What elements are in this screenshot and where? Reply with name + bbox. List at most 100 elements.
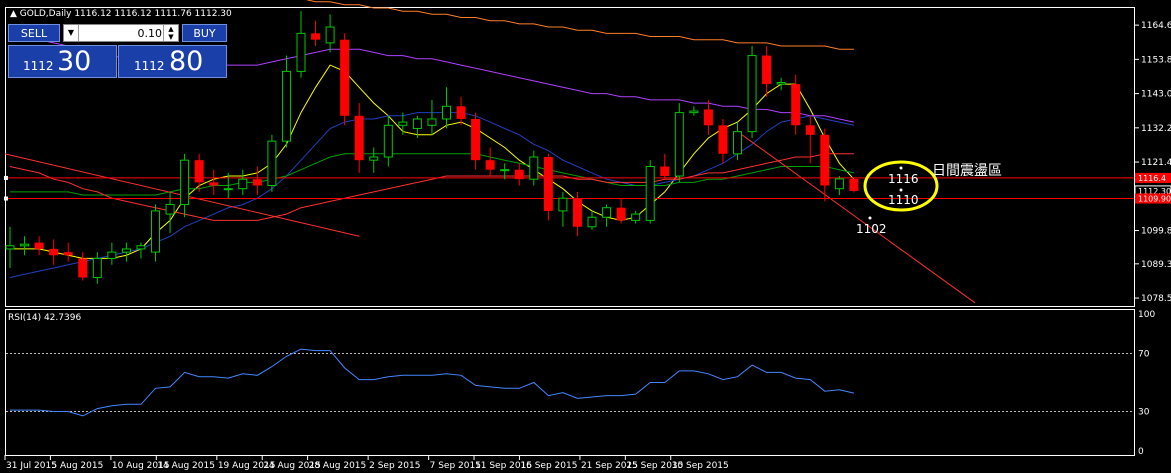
time-tick-label: 21 Sep 2015 — [581, 461, 638, 471]
rsi-panel-frame — [5, 309, 1135, 456]
time-tick-label: 2 Sep 2015 — [369, 461, 420, 471]
rsi-title: RSI(14) 42.7396 — [8, 313, 81, 323]
candle-body — [383, 124, 393, 158]
rsi-line — [10, 348, 855, 417]
candle — [471, 112, 481, 170]
candle — [442, 87, 451, 129]
price-tick-label: 1132.20 — [1141, 124, 1171, 134]
buy-button[interactable]: BUY — [182, 24, 227, 42]
candle — [340, 33, 350, 126]
candle-body — [485, 160, 495, 170]
rsi-tick-label: 100 — [1138, 310, 1155, 320]
lot-dropdown-arrow-icon[interactable]: ▼ — [64, 25, 79, 41]
horizontal-lines — [4, 175, 1134, 201]
candle — [514, 163, 524, 186]
price-tag-box — [1135, 172, 1171, 183]
time-tick-label: 10 Aug 2015 — [112, 461, 170, 471]
candle-body — [747, 55, 757, 133]
marker-1116 — [899, 166, 903, 170]
candle — [311, 20, 321, 47]
candle-body — [267, 140, 277, 187]
candles — [5, 11, 859, 284]
candle — [180, 153, 190, 218]
candle — [63, 242, 73, 262]
price-tag-box — [1135, 193, 1171, 204]
time-tick-label: 7 Sep 2015 — [430, 461, 481, 471]
buy-price-pips: 80 — [169, 46, 204, 77]
candle-body — [412, 118, 422, 129]
price-tick-label: 1143.00 — [1141, 90, 1171, 100]
candle — [747, 46, 757, 138]
candle — [354, 103, 364, 173]
candle — [616, 198, 626, 224]
candle-body — [78, 258, 88, 278]
time-tick-label: 28 Aug 2015 — [309, 461, 367, 471]
candle-body — [602, 207, 612, 218]
candle — [34, 236, 44, 256]
candle — [631, 210, 641, 224]
candle-body — [514, 169, 524, 180]
candle-body — [689, 110, 699, 114]
candle-body — [325, 26, 335, 44]
candle-body — [311, 33, 321, 40]
time-tick-label: 16 Sep 2015 — [520, 461, 577, 471]
candle-body — [834, 178, 844, 190]
candle-body — [645, 166, 655, 221]
candle-body — [791, 84, 801, 126]
candle — [165, 191, 175, 234]
sell-button[interactable]: SELL — [8, 24, 60, 42]
candle-body — [151, 210, 160, 253]
moving-average-orange — [305, 0, 854, 50]
sell-price-button[interactable]: 1112 30 — [8, 45, 117, 78]
candle — [296, 11, 306, 78]
rsi-tick-label: 0 — [1138, 447, 1144, 457]
lot-size-field: ▼ ▲▼ — [63, 24, 179, 42]
candle — [849, 178, 859, 193]
candle — [209, 169, 219, 196]
time-tick-label: 30 Sep 2015 — [672, 461, 729, 471]
candle-body — [121, 248, 131, 253]
candle-body — [427, 118, 437, 126]
candle-body — [107, 251, 117, 259]
candle-body — [398, 121, 408, 126]
candle — [485, 147, 495, 177]
candle — [223, 172, 233, 199]
candle-body — [5, 245, 15, 250]
price-tag: 1116.4 — [1138, 174, 1166, 183]
candle-body — [471, 118, 481, 161]
moving-average-green — [10, 153, 855, 196]
chart-title: ▲ GOLD,Daily 1116.12 1116.12 1111.76 111… — [10, 9, 232, 19]
sell-price-prefix: 1112 — [23, 59, 54, 73]
lot-spinner-icon[interactable]: ▲ ▼ — [163, 25, 178, 41]
candle — [20, 236, 30, 256]
candle — [107, 242, 117, 265]
rsi-tick-label: 70 — [1138, 350, 1150, 360]
candle-body — [180, 159, 190, 206]
candle — [151, 204, 160, 262]
time-tick-label: 19 Aug 2015 — [218, 461, 276, 471]
time-tick-label: 31 Jul 2015 — [6, 461, 57, 471]
lot-size-input[interactable] — [80, 25, 164, 41]
rsi-tick-label: 30 — [1138, 408, 1150, 418]
candle-body — [849, 178, 859, 191]
buy-price-button[interactable]: 1112 80 — [118, 45, 227, 78]
candle — [587, 210, 597, 230]
candle-body — [136, 245, 146, 250]
candle-body — [660, 166, 670, 177]
price-panel-frame — [5, 7, 1135, 307]
moving-average-red — [9, 153, 854, 221]
candle — [369, 147, 379, 173]
candle — [267, 134, 277, 192]
marker-1110 — [899, 188, 903, 192]
candle — [92, 252, 102, 284]
candle — [529, 150, 539, 186]
candle — [281, 55, 291, 148]
candle-body — [165, 204, 175, 215]
candle-body — [733, 131, 742, 155]
price-tick-label: 1089.30 — [1141, 260, 1171, 270]
range-zone-circle — [863, 160, 939, 212]
candle — [325, 14, 335, 53]
candle-body — [209, 182, 219, 186]
candle-body — [296, 32, 306, 72]
candle — [645, 160, 655, 224]
